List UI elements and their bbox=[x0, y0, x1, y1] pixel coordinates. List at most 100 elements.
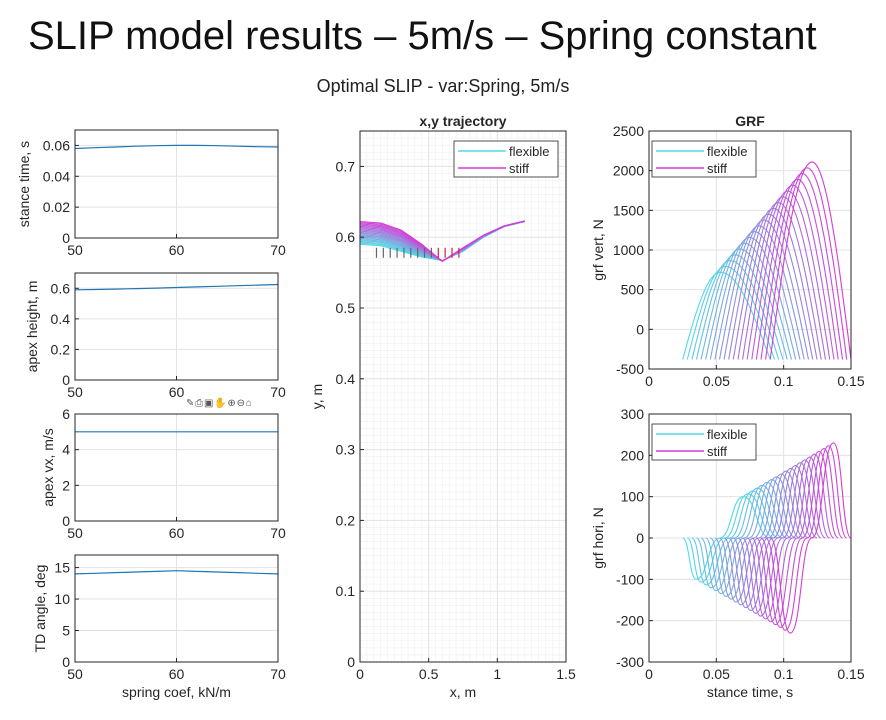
grfv-ytick-label: 500 bbox=[621, 282, 645, 298]
grfv-curve bbox=[737, 202, 822, 360]
grfv-xtick-label: 0.15 bbox=[837, 373, 864, 389]
save-icon[interactable]: ⎙ bbox=[195, 398, 203, 409]
grfh-curve bbox=[728, 467, 813, 609]
traj-xtick-label: 1 bbox=[493, 666, 501, 682]
grfh-legend-flexible-label: flexible bbox=[707, 427, 747, 442]
tdangle-xtick-label: 50 bbox=[67, 666, 83, 682]
stance-ytick-label: 0.02 bbox=[43, 199, 70, 215]
stance-ylabel: stance time, s bbox=[16, 141, 32, 227]
grfh-ytick-label: 0 bbox=[636, 530, 644, 546]
grfh-curve bbox=[751, 453, 835, 623]
grfv-legend-flexible-label: flexible bbox=[707, 144, 747, 159]
stance-xtick-label: 60 bbox=[169, 242, 185, 258]
grfv-curve bbox=[755, 178, 839, 360]
grfh-curve bbox=[718, 473, 805, 603]
grfv-curve bbox=[732, 207, 818, 360]
traj-legend-box bbox=[453, 140, 559, 178]
grfv-curve bbox=[760, 173, 844, 360]
grfh-ylabel: grf hori, N bbox=[590, 507, 606, 568]
traj-ytick-label: 0 bbox=[347, 654, 355, 670]
tdangle-ytick-label: 10 bbox=[54, 591, 70, 607]
apexh-series-line bbox=[74, 283, 279, 291]
traj-xtick-label: 0 bbox=[356, 666, 364, 682]
grfv-curve bbox=[742, 196, 827, 360]
traj-legend-stiff-label: stiff bbox=[509, 161, 529, 176]
grfh-curve bbox=[705, 481, 792, 595]
grfv-ytick-label: 0 bbox=[636, 321, 644, 337]
grfh-ytick-label: 300 bbox=[621, 406, 645, 422]
grfv-curve bbox=[695, 254, 784, 360]
grfv-ylabel: grf vert, N bbox=[590, 219, 606, 280]
grfh-ytick-label: -200 bbox=[616, 613, 644, 629]
home-icon[interactable]: ⌂ bbox=[245, 398, 252, 409]
figure-title: Optimal SLIP - var:Spring, 5m/s bbox=[316, 76, 570, 96]
zoom-out-icon[interactable]: ⊖ bbox=[236, 398, 245, 409]
apexh-ylabel: apex height, m bbox=[24, 281, 40, 373]
apexh-ytick-label: 0.4 bbox=[51, 311, 71, 327]
tdangle-ytick-label: 0 bbox=[62, 654, 70, 670]
grfh-xtick-label: 0.1 bbox=[774, 666, 794, 682]
traj-axes-frame bbox=[359, 130, 567, 663]
zoom-in-icon[interactable]: ⊕ bbox=[227, 398, 235, 409]
traj-ytick-label: 0.4 bbox=[336, 371, 356, 387]
grfh-curve bbox=[755, 450, 839, 626]
traj-legend-flexible-label: flexible bbox=[509, 144, 549, 159]
grfh-curve bbox=[714, 476, 801, 600]
traj-curve bbox=[359, 220, 525, 262]
grfv-ytick-label: 1000 bbox=[613, 242, 644, 258]
grfv-legend-stiff-label: stiff bbox=[707, 161, 727, 176]
grfh-legend-stiff-label: stiff bbox=[707, 444, 727, 459]
stance-xtick-label: 70 bbox=[270, 242, 286, 258]
grfv-curve bbox=[718, 225, 805, 360]
apexvx-ytick-label: 6 bbox=[62, 406, 70, 422]
grfh-curve bbox=[732, 465, 818, 611]
grfh-curve bbox=[709, 479, 796, 597]
traj-xlabel: x, m bbox=[450, 684, 476, 700]
grfv-curve bbox=[691, 260, 780, 360]
tdangle-xtick-label: 60 bbox=[169, 666, 185, 682]
stance-xtick-label: 50 bbox=[67, 242, 83, 258]
traj-ytick-label: 0.1 bbox=[336, 583, 356, 599]
grfv-curve bbox=[709, 236, 797, 360]
apexvx-ytick-label: 2 bbox=[62, 477, 70, 493]
grfh-ytick-label: -300 bbox=[616, 654, 644, 670]
apexh-ytick-label: 0 bbox=[62, 372, 70, 388]
grfv-curve bbox=[769, 161, 852, 360]
tdangle-series-line bbox=[74, 570, 279, 575]
stance-ytick-label: 0.06 bbox=[43, 137, 70, 153]
grfh-curve bbox=[765, 445, 848, 631]
traj-xtick-label: 0.5 bbox=[419, 666, 439, 682]
grfv-xtick-label: 0.05 bbox=[703, 373, 730, 389]
grfv-title: GRF bbox=[735, 113, 765, 129]
apexh-xtick-label: 60 bbox=[169, 384, 185, 400]
tdangle-ytick-label: 15 bbox=[54, 560, 70, 576]
traj-ytick-label: 0.7 bbox=[336, 158, 356, 174]
apexh-ytick-label: 0.6 bbox=[51, 280, 71, 296]
traj-ylabel: y, m bbox=[309, 384, 325, 409]
grfv-curve bbox=[714, 231, 801, 360]
brush-icon[interactable]: ▣ bbox=[203, 398, 214, 409]
traj-title: x,y trajectory bbox=[419, 113, 506, 129]
annotate-icon[interactable]: ✎ bbox=[186, 398, 194, 409]
traj-xtick-label: 1.5 bbox=[556, 666, 576, 682]
grfv-xtick-label: 0 bbox=[645, 373, 653, 389]
traj-ytick-label: 0.3 bbox=[336, 442, 356, 458]
tdangle-xlabel: spring coef, kN/m bbox=[122, 684, 231, 700]
grfh-curve bbox=[723, 470, 809, 606]
grfv-ytick-label: 2000 bbox=[613, 163, 644, 179]
apexvx-ytick-label: 0 bbox=[62, 513, 70, 529]
grfh-xtick-label: 0.15 bbox=[837, 666, 864, 682]
grfv-xtick-label: 0.1 bbox=[774, 373, 794, 389]
traj-ytick-label: 0.2 bbox=[336, 512, 356, 528]
apexh-xtick-label: 50 bbox=[67, 384, 83, 400]
apexh-xtick-label: 70 bbox=[270, 384, 286, 400]
grfh-xtick-label: 0.05 bbox=[703, 666, 730, 682]
apexvx-xtick-label: 70 bbox=[270, 525, 286, 541]
traj-ytick-label: 0.5 bbox=[336, 300, 356, 316]
pan-icon[interactable]: ✋ bbox=[214, 398, 226, 409]
stance-ytick-label: 0.04 bbox=[43, 168, 70, 184]
slide-title: SLIP model results – 5m/s – Spring const… bbox=[28, 14, 817, 58]
axes-toolbar[interactable]: ✎ ⎙ ▣ ✋ ⊕ ⊖ ⌂ bbox=[186, 398, 252, 409]
grfh-xtick-label: 0 bbox=[645, 666, 653, 682]
